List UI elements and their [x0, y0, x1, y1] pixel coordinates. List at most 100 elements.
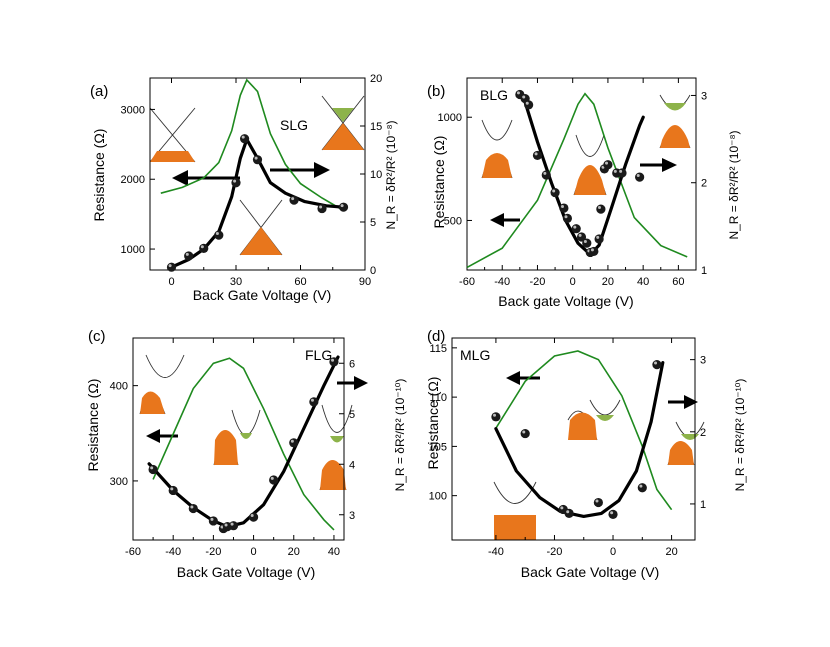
noise-curve	[160, 78, 344, 212]
resistance-point	[550, 187, 560, 198]
data-point	[596, 204, 606, 214]
y-tick-label: 3000	[121, 104, 145, 116]
data-point	[603, 160, 613, 170]
panel-label: (d)	[427, 328, 445, 345]
data-point	[559, 203, 569, 213]
panel-label: (c)	[88, 328, 106, 345]
point-highlight	[619, 169, 623, 173]
resistance-point	[541, 170, 551, 180]
x-tick-label: -20	[547, 546, 563, 558]
bilayer-band-diagram-left	[481, 119, 513, 179]
y-tick-label: 500	[444, 215, 462, 227]
data-point	[317, 203, 327, 214]
data-point	[199, 243, 209, 253]
noise-curve	[152, 357, 335, 531]
few-layer-band-diagram-center	[213, 409, 261, 466]
resistance-point	[228, 521, 239, 531]
y2-axis-label: N_R = δR²/R² (10⁻¹⁰)	[733, 379, 747, 492]
y-axis-label: Resistance (Ω)	[425, 377, 441, 470]
y2-tick-label: 3	[701, 90, 707, 102]
x-tick-label: 20	[665, 546, 677, 558]
y2-tick-label: 3	[349, 510, 355, 522]
data-point	[550, 187, 560, 198]
plot-2: -60 -40 -20 0 20 40 60 500 1000 1 2 3	[438, 77, 707, 288]
y2-axis-label: N_R = δR²/R² (10⁻⁸)	[727, 130, 741, 239]
x-tick-label: -40	[494, 276, 510, 288]
data-point	[593, 497, 603, 508]
data-point	[231, 178, 241, 188]
resistance-point	[559, 203, 569, 213]
data-point	[635, 172, 645, 182]
dirac-cone-diagram-right	[321, 95, 365, 151]
point-highlight	[552, 189, 556, 193]
resistance-point	[520, 428, 530, 439]
resistance-point	[594, 234, 604, 244]
right-arrow	[337, 376, 368, 390]
resistance-point	[199, 243, 209, 253]
multilayer-band-diagram-center	[567, 399, 621, 441]
data-point	[582, 238, 592, 248]
resistance-point	[148, 464, 158, 475]
data-point	[608, 509, 618, 519]
data-point	[541, 170, 551, 180]
resistance-point	[562, 213, 573, 223]
x-tick-label: 20	[602, 276, 614, 288]
resistance-point	[317, 203, 327, 214]
x-axis-label: Back Gate Voltage (V)	[521, 564, 660, 580]
y-tick-label: 105	[429, 441, 447, 453]
resistance-point	[338, 202, 349, 212]
data-point	[240, 134, 250, 144]
point-highlight	[210, 517, 214, 521]
data-point	[309, 397, 319, 407]
y-tick-label: 1000	[438, 112, 462, 124]
panel-d: (d) MLG Resistance (Ω) Back Gate Voltage…	[425, 328, 747, 580]
y-tick-label: 300	[110, 476, 128, 488]
point-highlight	[595, 499, 599, 503]
y2-tick-label: 5	[370, 217, 376, 229]
y2-tick-label: 4	[349, 459, 355, 471]
data-point	[652, 360, 662, 370]
x-tick-label: 60	[672, 276, 684, 288]
resistance-point	[166, 262, 177, 272]
point-highlight	[190, 505, 194, 509]
point-highlight	[230, 522, 234, 526]
resistance-point	[564, 508, 574, 518]
data-point	[329, 357, 339, 367]
noise-curve	[495, 350, 673, 511]
few-layer-band-diagram-left	[139, 354, 185, 415]
resistance-point	[491, 412, 501, 422]
point-highlight	[340, 204, 344, 208]
resistance-point	[582, 238, 592, 248]
resistance-point	[248, 512, 259, 522]
resistance-point	[589, 246, 599, 257]
point-highlight	[233, 179, 237, 183]
data-point	[184, 251, 194, 261]
resistance-point	[289, 438, 299, 448]
material-label: BLG	[480, 87, 508, 103]
y2-tick-label: 2	[701, 178, 707, 190]
resistance-point	[524, 100, 534, 110]
data-point	[520, 428, 530, 439]
resistance-point	[637, 483, 647, 493]
resistance-point	[593, 497, 603, 508]
point-highlight	[522, 430, 526, 434]
left-arrow	[172, 170, 240, 186]
x-tick-label: 0	[168, 276, 174, 288]
resistance-point	[571, 224, 581, 234]
material-label: MLG	[460, 347, 490, 363]
point-highlight	[610, 511, 614, 515]
data-point	[524, 100, 534, 110]
dirac-cone-diagram-left	[149, 107, 196, 163]
y-tick-label: 1000	[121, 244, 145, 256]
x-tick-label: 20	[288, 546, 300, 558]
resistance-point	[252, 155, 263, 165]
resistance-point	[608, 509, 618, 519]
x-tick-label: -40	[165, 546, 181, 558]
material-label: SLG	[280, 117, 308, 133]
panel-c: (c) FLG Resistance (Ω) Back Gate Voltage…	[85, 328, 407, 580]
panel-a: (a) SLG Resistance (Ω) Back Gate Voltage…	[90, 83, 398, 303]
point-highlight	[220, 525, 224, 529]
point-highlight	[534, 152, 538, 156]
y2-tick-label: 0	[370, 265, 376, 277]
